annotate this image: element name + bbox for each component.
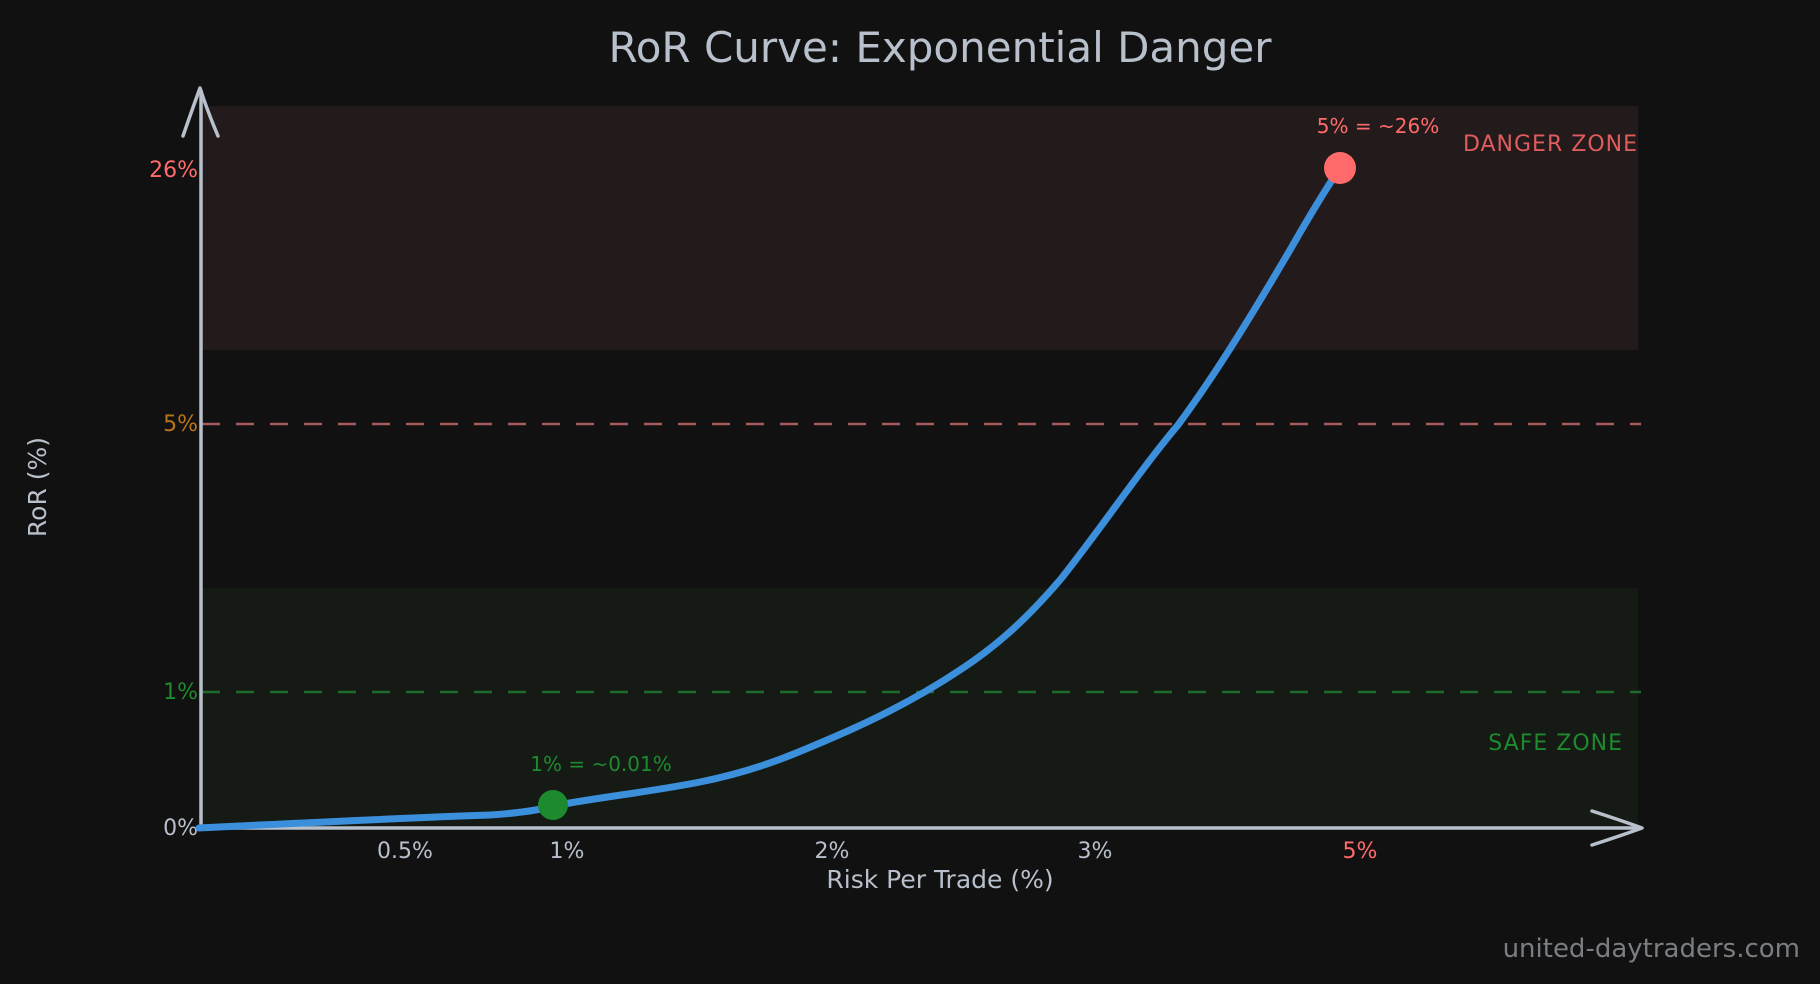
data-point-1pct: [538, 790, 568, 820]
y-tick-1: 1%: [163, 680, 198, 705]
x-axis-label: Risk Per Trade (%): [826, 865, 1053, 894]
x-tick-1: 1%: [550, 839, 585, 864]
x-axis-arrow-icon: [1590, 809, 1644, 847]
ror-curve: [195, 164, 1344, 832]
x-tick-0-5: 0.5%: [377, 839, 433, 864]
y-tick-0: 0%: [163, 816, 198, 841]
x-tick-2: 2%: [815, 839, 850, 864]
data-point-5pct: [1324, 152, 1356, 184]
x-tick-5: 5%: [1343, 839, 1378, 864]
chart-title: RoR Curve: Exponential Danger: [608, 23, 1272, 72]
x-tick-3: 3%: [1078, 839, 1113, 864]
annotation-low: 1% = ~0.01%: [530, 752, 672, 776]
safe-zone-label: SAFE ZONE: [1488, 731, 1623, 756]
danger-zone-label: DANGER ZONE: [1463, 132, 1638, 157]
safe-zone-band: [202, 588, 1638, 828]
y-tick-26: 26%: [149, 158, 198, 183]
danger-zone-band: [202, 106, 1638, 350]
y-axis-arrow-icon: [181, 86, 220, 138]
watermark: united-daytraders.com: [1503, 934, 1800, 964]
y-axis-label: RoR (%): [23, 437, 52, 537]
y-tick-5: 5%: [163, 412, 198, 437]
annotation-high: 5% = ~26%: [1317, 114, 1439, 138]
